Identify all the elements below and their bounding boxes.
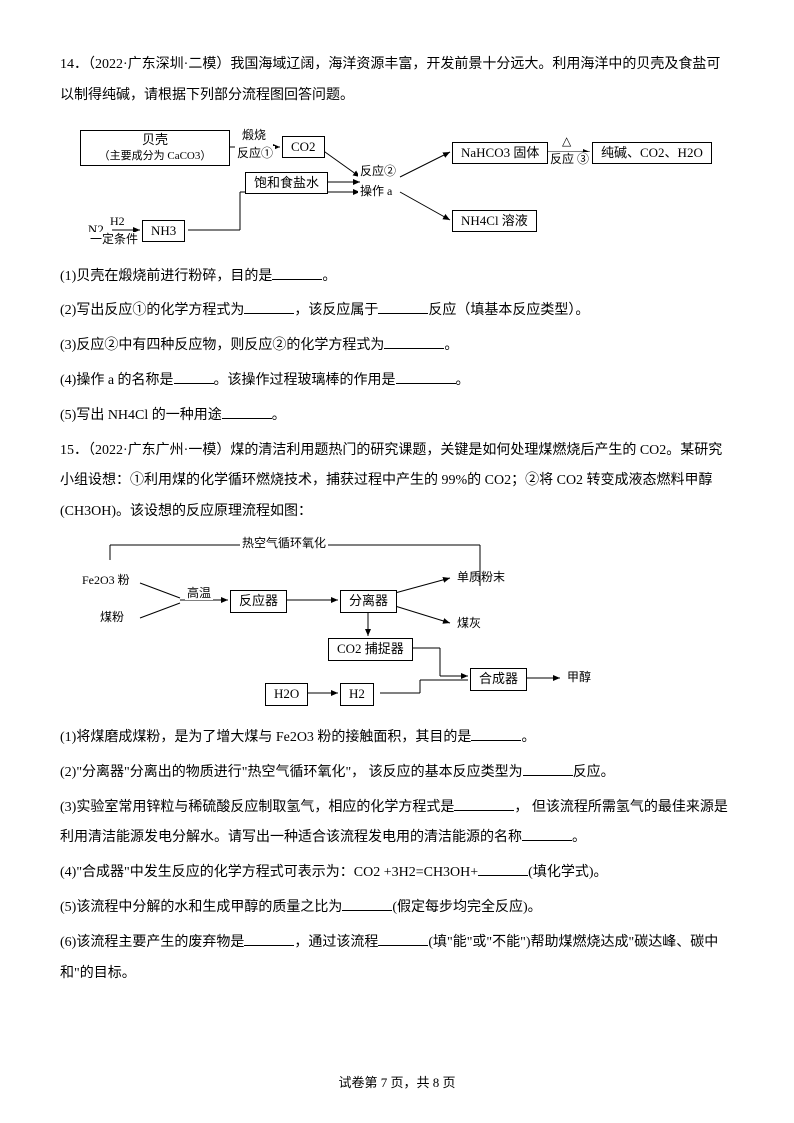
q15-p1: (1)将煤磨成煤粉，是为了增大煤与 Fe2O3 粉的接触面积，其目的是 。 [60,723,734,754]
box-nh4cl: NH4Cl 溶液 [452,210,537,233]
page-footer: 试卷第 7 页，共 8 页 [0,1069,794,1098]
lbl-coal: 煤粉 [98,610,126,624]
q15-stem: 15．（2022·广东广州·一模）煤的清洁利用题热门的研究课题，关键是如何处理煤… [60,436,734,528]
t: 。 [272,408,286,423]
lbl-calcine2: 反应① [235,146,275,160]
lbl-hotair: 热空气循环氧化 [240,536,328,550]
blank[interactable] [454,797,514,811]
t: (5)写出 NH4Cl 的一种用途 [60,408,222,423]
q14-p2: (2)写出反应①的化学方程式为 ，该反应属于 反应（填基本反应类型）。 [60,296,734,327]
t: (假定每步均完全反应)。 [392,900,541,915]
t: (2)写出反应①的化学方程式为 [60,303,244,318]
t: (3)反应②中有四种反应物，则反应②的化学方程式为 [60,338,384,353]
blank[interactable] [522,827,572,841]
blank[interactable] [272,266,322,280]
blank[interactable] [478,862,528,876]
t: 反应（填基本反应类型）。 [428,303,589,318]
q14-p1: (1)贝壳在煅烧前进行粉碎，目的是 。 [60,262,734,293]
q15-p3: (3)实验室常用锌粒与稀硫酸反应制取氢气，相应的化学方程式是， 但该流程所需氢气… [60,793,734,855]
lbl-rxn2b: 操作 a [358,184,394,198]
lbl-calcine1: 煅烧 [240,128,268,142]
blank[interactable] [244,932,294,946]
blank[interactable] [384,335,444,349]
t: 反应。 [573,765,615,780]
box-nahco3: NaHCO3 固体 [452,142,548,165]
q15-p2: (2)"分离器"分离出的物质进行"热空气循环氧化"， 该反应的基本反应类型为 反应… [60,758,734,789]
box-co2: CO2 [282,136,325,159]
shell-text2: （主要成分为 CaCO3） [99,149,212,163]
t: 。 [572,830,586,845]
box-shell: 贝壳 （主要成分为 CaCO3） [80,130,230,166]
blank[interactable] [523,762,573,776]
lbl-fe2o3: Fe2O3 粉 [80,573,132,587]
blank[interactable] [471,727,521,741]
lbl-delta: △ [560,134,573,148]
shell-text: 贝壳 [142,132,168,149]
box-separator: 分离器 [340,590,397,613]
lbl-rxn3: 反应 ③ [548,152,591,166]
lbl-hitemp: 高温 [185,586,213,600]
t: (1)将煤磨成煤粉，是为了增大煤与 Fe2O3 粉的接触面积，其目的是 [60,730,471,745]
blank[interactable] [378,932,428,946]
blank[interactable] [174,370,214,384]
box-h2o: H2O [265,683,308,706]
box-h2: H2 [340,683,374,706]
blank[interactable] [342,897,392,911]
q15-diagram: 热空气循环氧化 Fe2O3 粉 煤粉 高温 反应器 分离器 单质粉末 煤灰 CO… [80,538,640,713]
lbl-ash: 煤灰 [455,616,483,630]
box-reactor: 反应器 [230,590,287,613]
box-products: 纯碱、CO2、H2O [592,142,712,165]
q15-p6: (6)该流程主要产生的废弃物是，通过该流程(填"能"或"不能")帮助煤燃烧达成"… [60,928,734,990]
t: (2)"分离器"分离出的物质进行"热空气循环氧化"， 该反应的基本反应类型为 [60,765,523,780]
t: (5)该流程中分解的水和生成甲醇的质量之比为 [60,900,342,915]
t: 。该操作过程玻璃棒的作用是 [214,373,396,388]
lbl-rxn2a: 反应② [358,164,398,178]
lbl-meoh: 甲醇 [565,670,593,684]
q14-p3: (3)反应②中有四种反应物，则反应②的化学方程式为 。 [60,331,734,362]
q14-p5: (5)写出 NH4Cl 的一种用途 。 [60,401,734,432]
blank[interactable] [396,370,456,384]
t: (6)该流程主要产生的废弃物是 [60,935,244,950]
q15-p4: (4)"合成器"中发生反应的化学方程式可表示为：CO2 +3H2=CH3OH+ (… [60,858,734,889]
box-co2cap: CO2 捕捉器 [328,638,413,661]
blank[interactable] [244,300,294,314]
t: (3)实验室常用锌粒与稀硫酸反应制取氢气，相应的化学方程式是 [60,800,454,815]
t: (4)"合成器"中发生反应的化学方程式可表示为：CO2 +3H2=CH3OH+ [60,865,478,880]
q14-diagram: 贝壳 （主要成分为 CaCO3） 煅烧 反应① CO2 饱和食盐水 反应② 操作… [80,122,720,252]
t: 。 [444,338,458,353]
box-brine: 饱和食盐水 [245,172,328,195]
t: ，通过该流程 [294,935,378,950]
blank[interactable] [222,405,272,419]
t: 。 [456,373,470,388]
t: ，该反应属于 [294,303,378,318]
t: (1)贝壳在煅烧前进行粉碎，目的是 [60,269,272,284]
q15-p5: (5)该流程中分解的水和生成甲醇的质量之比为 (假定每步均完全反应)。 [60,893,734,924]
blank[interactable] [378,300,428,314]
lbl-cond: 一定条件 [88,232,140,246]
box-nh3: NH3 [142,220,185,243]
q14-p4: (4)操作 a 的名称是 。该操作过程玻璃棒的作用是 。 [60,366,734,397]
q14-stem: 14．（2022·广东深圳·二模）我国海域辽阔，海洋资源丰富，开发前景十分远大。… [60,50,734,112]
box-synth: 合成器 [470,668,527,691]
t: 。 [521,730,535,745]
lbl-h2: H2 [108,214,127,228]
t: 。 [322,269,336,284]
t: (4)操作 a 的名称是 [60,373,174,388]
t: (填化学式)。 [528,865,607,880]
lbl-single: 单质粉末 [455,570,507,584]
